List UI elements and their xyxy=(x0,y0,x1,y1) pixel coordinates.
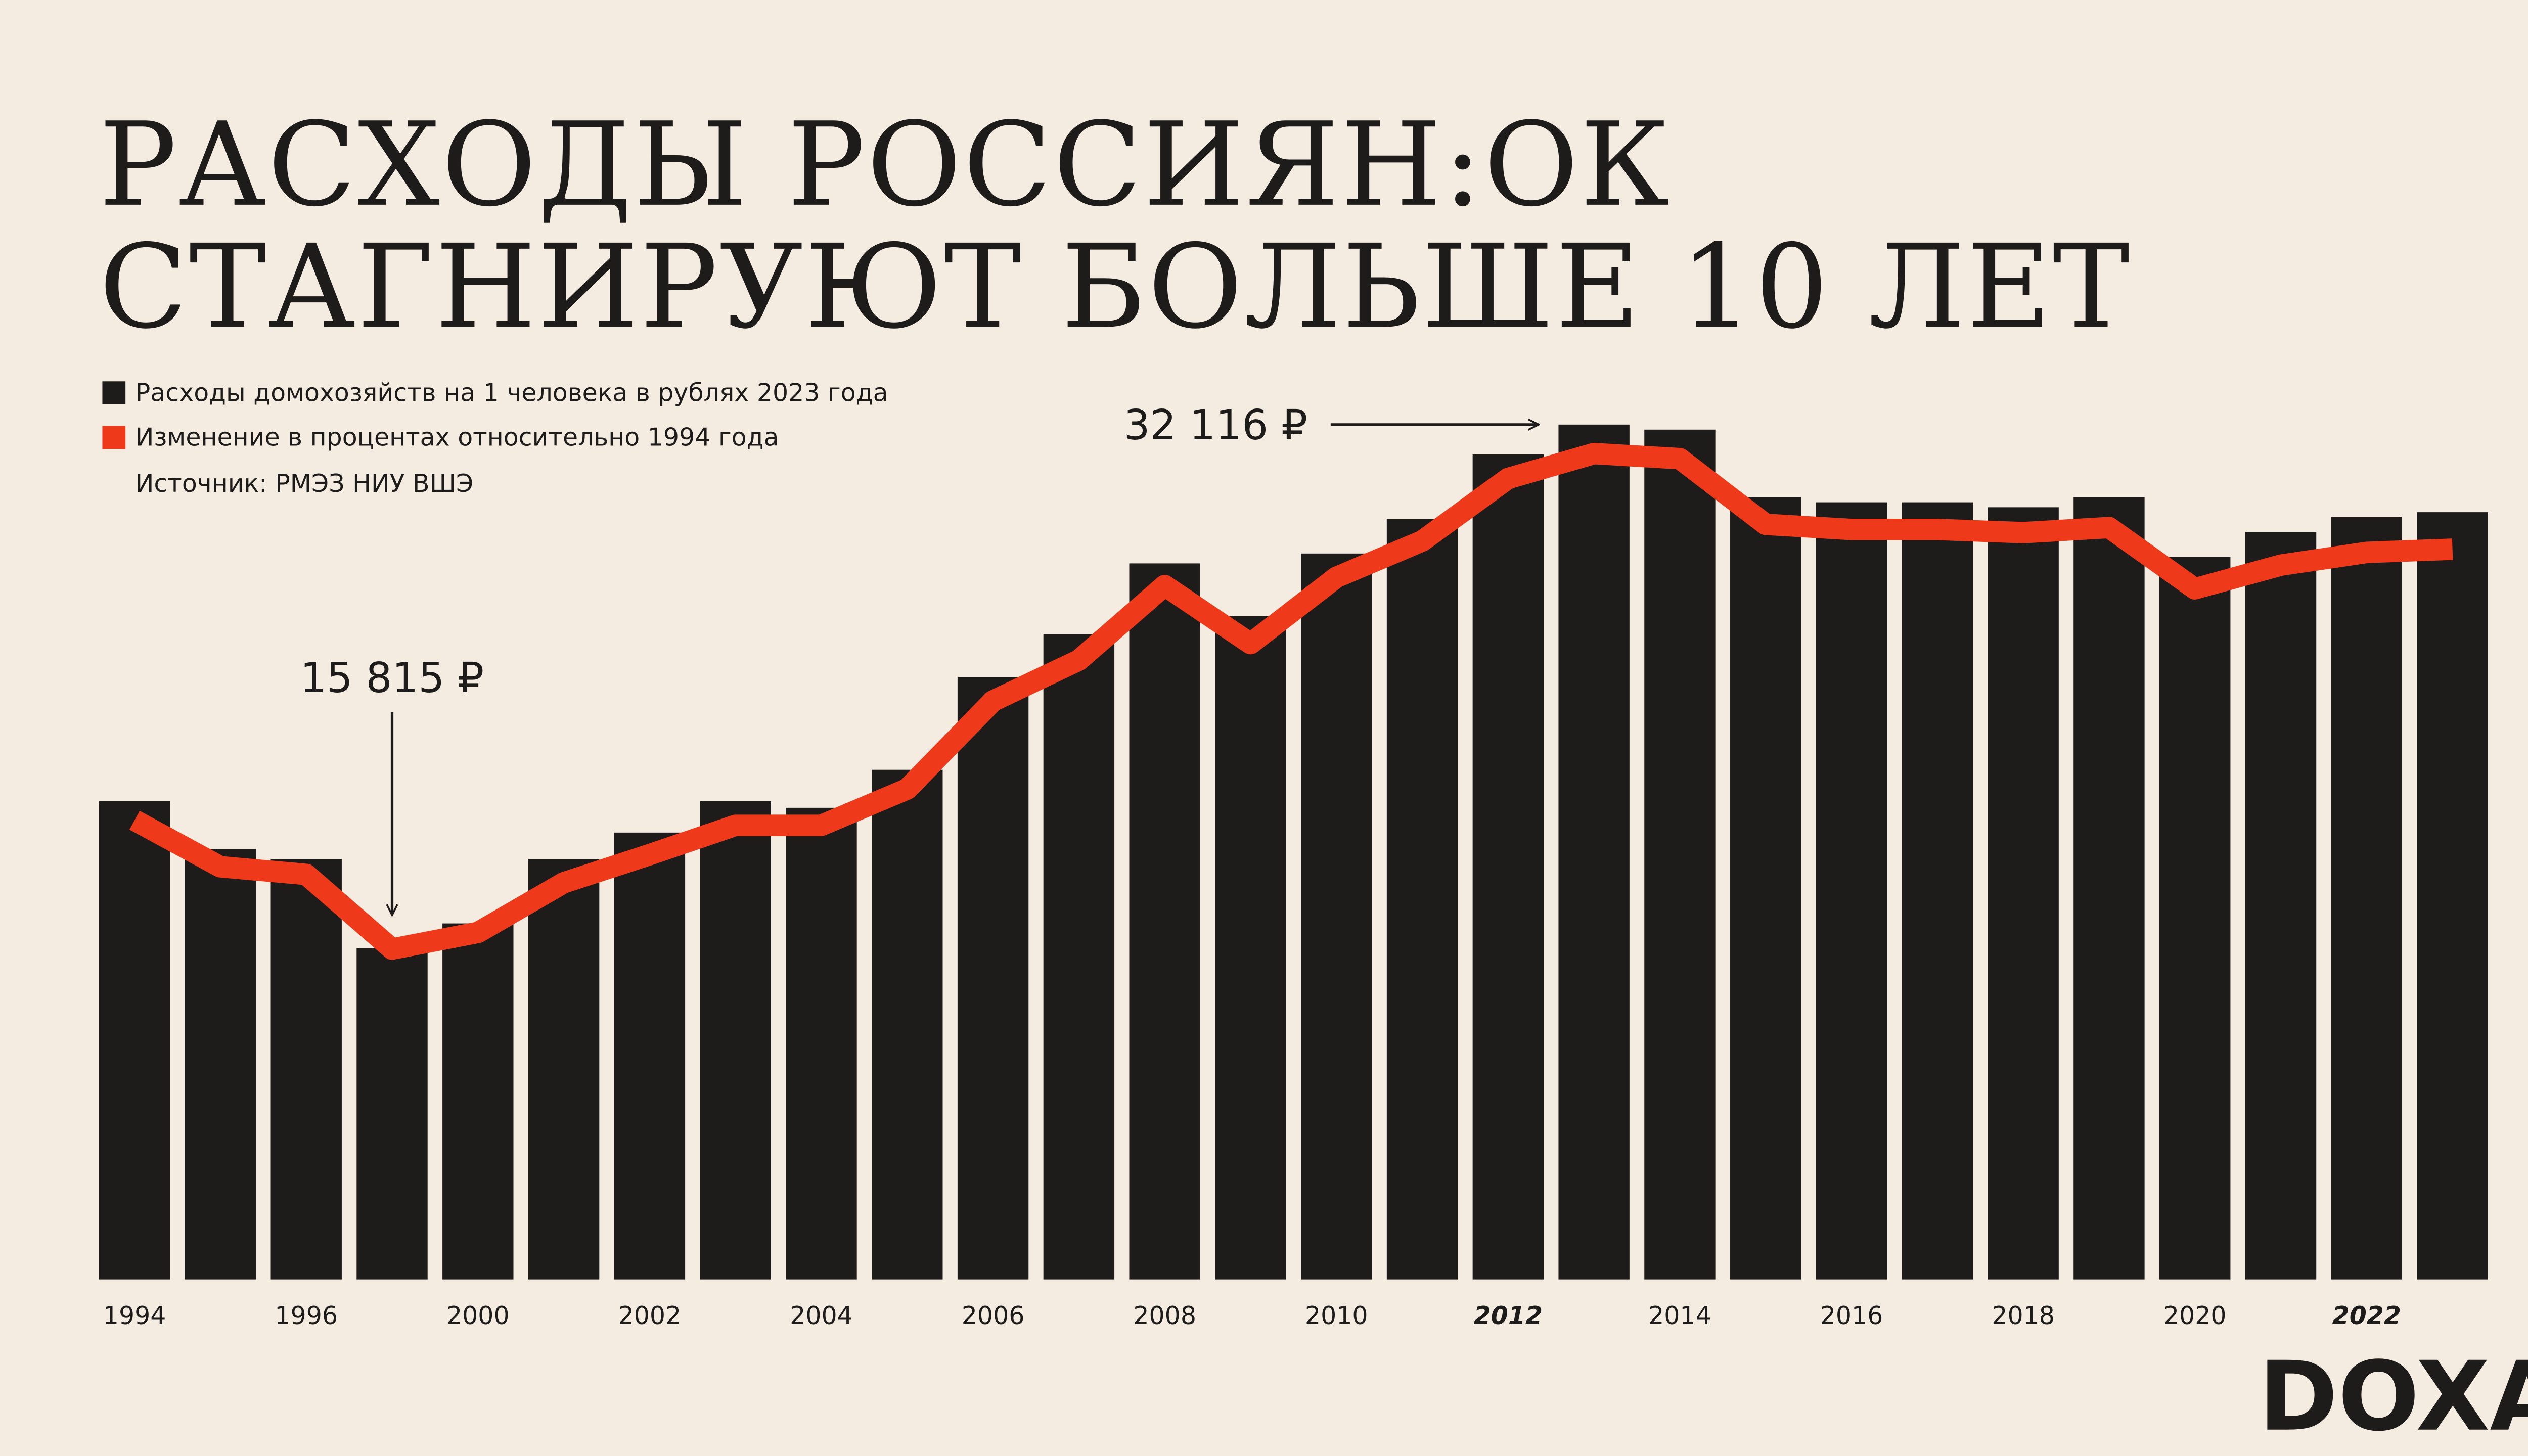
bar xyxy=(1644,429,1716,1280)
x-tick-label: 2018 xyxy=(1992,1301,2055,1330)
bar xyxy=(700,801,771,1280)
bar xyxy=(1472,454,1544,1280)
bar xyxy=(1215,616,1286,1280)
legend-swatch xyxy=(102,381,126,404)
line xyxy=(129,442,2453,960)
x-tick-label: 2004 xyxy=(790,1301,853,1330)
legend-label: Расходы домохозяйств на 1 человека в руб… xyxy=(136,378,888,407)
bar xyxy=(614,832,686,1280)
chart-title: РАСХОДЫ РОССИЯН:ОК xyxy=(99,98,1671,232)
x-tick-label: 1996 xyxy=(275,1301,338,1330)
bar xyxy=(185,849,256,1280)
bar xyxy=(99,801,170,1280)
x-tick-label: 2022 xyxy=(2332,1301,2401,1330)
bar xyxy=(528,859,600,1280)
bar xyxy=(356,948,428,1280)
bar xyxy=(270,859,342,1280)
bar xyxy=(442,923,514,1280)
bar xyxy=(1902,502,1973,1280)
x-tick-label: 1994 xyxy=(103,1301,166,1330)
x-tick-label: 2000 xyxy=(446,1301,510,1330)
bar xyxy=(2073,497,2145,1280)
x-tick-label: 2012 xyxy=(1474,1301,1543,1330)
bar xyxy=(1558,424,1630,1280)
bar xyxy=(2331,517,2403,1280)
bar xyxy=(1988,507,2059,1280)
x-tick-label: 2014 xyxy=(1648,1301,1711,1330)
brand-logo: DOXA xyxy=(2259,1341,2528,1452)
bar xyxy=(957,677,1029,1280)
legend-swatch xyxy=(102,426,126,449)
x-tick-label: 2008 xyxy=(1133,1301,1196,1330)
source: Источник: РМЭЗ НИУ ВШЭ xyxy=(136,469,473,498)
x-tick-label: 2010 xyxy=(1305,1301,1368,1330)
x-tick-label: 2016 xyxy=(1820,1301,1883,1330)
value-label: 32 116 ₽ xyxy=(1124,401,1308,449)
bar xyxy=(1386,519,1458,1280)
chart-title: СТАГНИРУЮТ БОЛЬШЕ 10 ЛЕТ xyxy=(99,220,2132,354)
bar xyxy=(2159,557,2231,1280)
bar xyxy=(786,807,857,1280)
bar xyxy=(1043,634,1115,1280)
bar xyxy=(1129,563,1200,1280)
x-tick-label: 2006 xyxy=(962,1301,1025,1330)
bar xyxy=(2245,532,2317,1280)
x-tick-label: 2020 xyxy=(2163,1301,2227,1330)
bar xyxy=(2417,512,2488,1280)
value-label: 15 815 ₽ xyxy=(300,654,484,702)
bar xyxy=(1301,553,1372,1280)
bar xyxy=(1730,497,1801,1280)
bar xyxy=(872,769,943,1280)
x-tick-label: 2002 xyxy=(618,1301,682,1330)
bar xyxy=(1816,502,1887,1280)
legend-label: Изменение в процентах относительно 1994 … xyxy=(136,423,779,452)
